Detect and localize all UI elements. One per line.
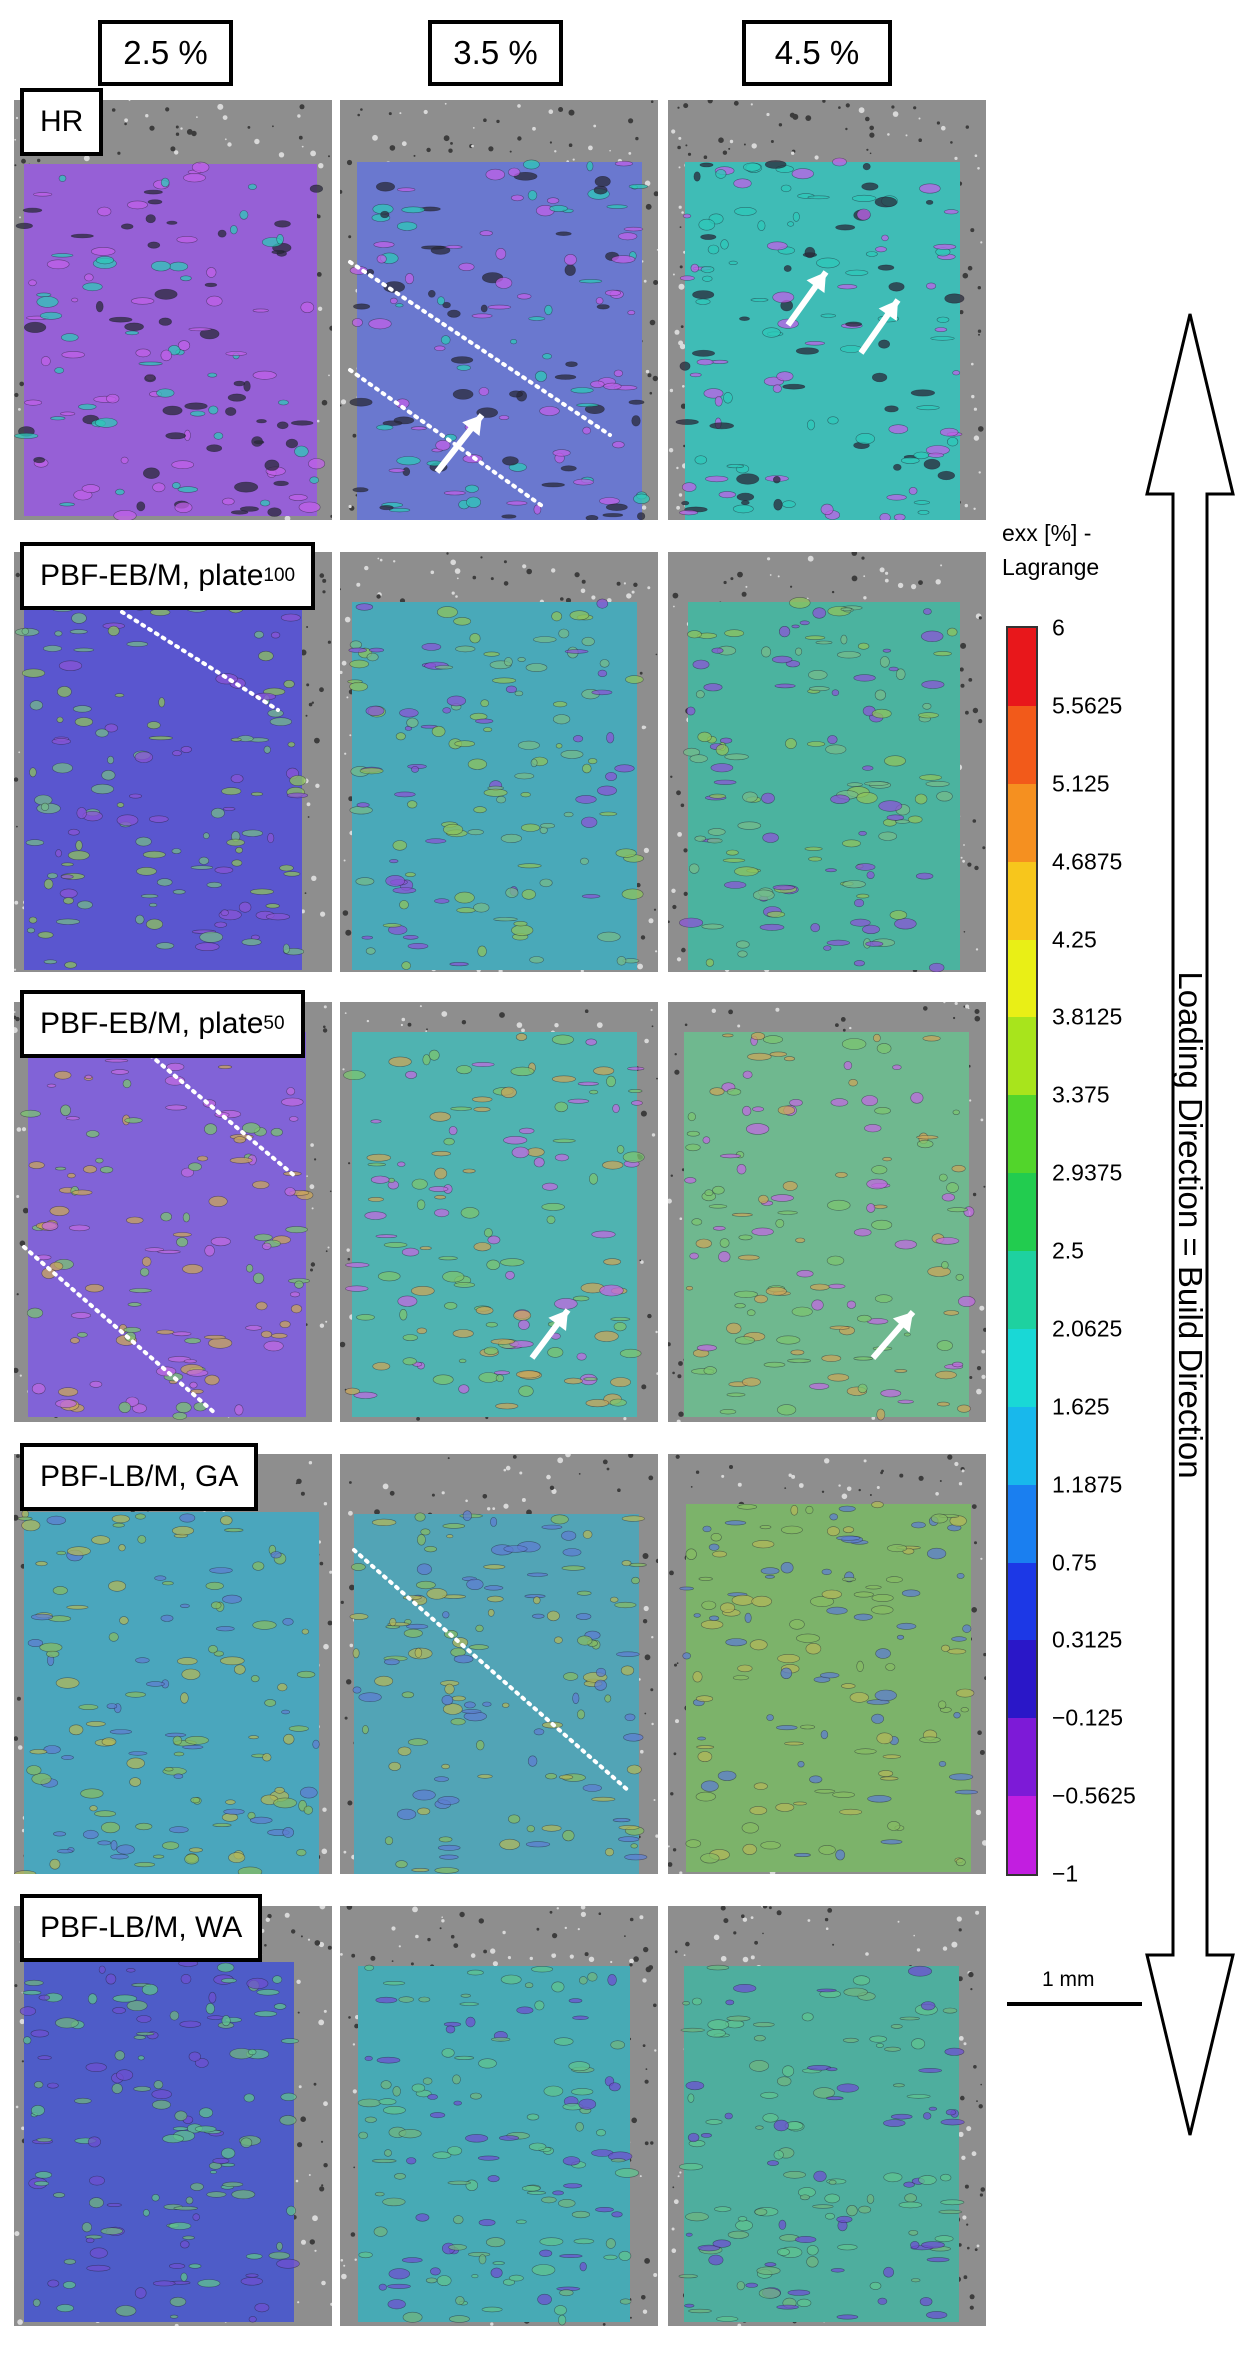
colorbar-segment: [1008, 628, 1036, 706]
strain-map-panel: [668, 552, 986, 972]
colorbar-segment: [1008, 1251, 1036, 1329]
colorbar-segment: [1008, 1328, 1036, 1407]
colorbar-tick-label: −1: [1052, 1860, 1079, 1887]
strain-map-panel: [14, 100, 332, 520]
colorbar-segment: [1008, 861, 1036, 940]
colorbar-tick-label: 2.0625: [1052, 1315, 1123, 1342]
colorbar: [1006, 626, 1038, 1876]
colorbar-title: exx [%] - Lagrange: [1002, 516, 1182, 584]
colorbar-segment: [1008, 783, 1036, 862]
strain-map-panel: [668, 1002, 986, 1422]
colorbar-tick-label: 5.125: [1052, 770, 1110, 797]
strain-label-2-5: 2.5 %: [98, 20, 233, 86]
colorbar-title-line1: exx [%] -: [1002, 520, 1092, 546]
row-label-pbf-lb-ga: PBF-LB/M, GA: [20, 1443, 259, 1511]
row-label-pbf-eb-plate50: PBF-EB/M, plate 50: [20, 990, 305, 1058]
colorbar-tick-label: 2.5: [1052, 1237, 1084, 1264]
scale-bar: [1007, 2002, 1142, 2006]
colorbar-tick-label: 0.3125: [1052, 1626, 1123, 1653]
row-label-pbf-lb-wa: PBF-LB/M, WA: [20, 1894, 263, 1962]
strain-map-panel: [14, 1002, 332, 1422]
colorbar-segment: [1008, 1017, 1036, 1096]
colorbar-segment: [1008, 1095, 1036, 1174]
colorbar-tick-label: 1.1875: [1052, 1471, 1123, 1498]
colorbar-tick-label: 6: [1052, 614, 1065, 641]
strain-map-panel: [340, 1906, 658, 2326]
colorbar-tick-label: 3.375: [1052, 1081, 1110, 1108]
double-arrow-icon: [1145, 312, 1235, 2137]
strain-map-panel: [668, 100, 986, 520]
colorbar-tick-label: 4.25: [1052, 926, 1097, 952]
colorbar-title-line2: Lagrange: [1002, 554, 1100, 580]
scale-bar-label: 1 mm: [1042, 1968, 1095, 1991]
colorbar-tick-label: −0.125: [1052, 1704, 1123, 1731]
colorbar-segment: [1008, 1640, 1036, 1719]
colorbar-tick-label: −0.5625: [1052, 1782, 1136, 1809]
colorbar-segment: [1008, 1173, 1036, 1251]
colorbar-tick-label: 3.8125: [1052, 1003, 1123, 1030]
colorbar-segment: [1008, 1562, 1036, 1641]
strain-map-panel: [340, 1002, 658, 1422]
colorbar-tick-label: 4.6875: [1052, 848, 1123, 875]
strain-label-4-5: 4.5 %: [742, 20, 892, 86]
colorbar-segment: [1008, 1718, 1036, 1797]
colorbar-tick-label: 5.5625: [1052, 692, 1123, 719]
colorbar-segment: [1008, 1796, 1036, 1874]
strain-map-panel: [340, 1454, 658, 1874]
strain-map-panel: [14, 552, 332, 972]
loading-direction-label: Loading Direction = Build Direction: [1172, 971, 1209, 1479]
colorbar-segment: [1008, 1406, 1036, 1485]
colorbar-segment: [1008, 939, 1036, 1018]
colorbar-tick-label: 1.625: [1052, 1393, 1110, 1420]
colorbar-tick-label: 2.9375: [1052, 1159, 1123, 1186]
colorbar-segment: [1008, 705, 1036, 784]
colorbar-segment: [1008, 1484, 1036, 1563]
strain-map-panel: [14, 1454, 332, 1874]
strain-map-panel: [14, 1906, 332, 2326]
row-label-hr: HR: [20, 88, 104, 156]
row-label-pbf-eb-plate100: PBF-EB/M, plate 100: [20, 542, 316, 610]
strain-map-panel: [668, 1906, 986, 2326]
strain-map-panel: [340, 100, 658, 520]
strain-map-panel: [668, 1454, 986, 1874]
colorbar-tick-label: 0.75: [1052, 1549, 1097, 1575]
strain-map-panel: [340, 552, 658, 972]
strain-label-3-5: 3.5 %: [428, 20, 563, 86]
